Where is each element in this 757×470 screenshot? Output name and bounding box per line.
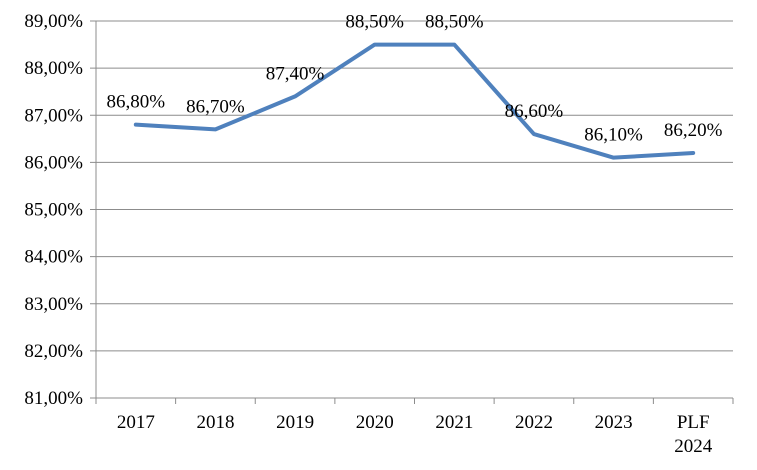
y-tick-label: 86,00%: [24, 152, 83, 173]
x-tick-label: 2017: [117, 412, 155, 433]
y-tick-label: 89,00%: [24, 11, 83, 32]
y-tick-label: 83,00%: [24, 294, 83, 315]
y-tick-label: 88,00%: [24, 58, 83, 79]
y-tick-label: 81,00%: [24, 388, 83, 409]
x-tick-label: 2021: [435, 412, 473, 433]
y-tick-label: 84,00%: [24, 247, 83, 268]
series-line: [133, 42, 696, 160]
data-label: 88,50%: [425, 12, 484, 33]
x-tick-label: 2022: [515, 412, 553, 433]
y-tick-label: 87,00%: [24, 105, 83, 126]
x-tick-label: PLF 2024: [674, 412, 713, 457]
x-tick-label: 2018: [196, 412, 234, 433]
data-label: 88,50%: [345, 12, 404, 33]
data-label: 86,60%: [505, 101, 564, 122]
y-tick-label: 82,00%: [24, 341, 83, 362]
data-label: 87,40%: [266, 63, 325, 84]
x-tick-label: 2023: [595, 412, 633, 433]
x-tick-label: 2020: [356, 412, 394, 433]
data-label: 86,80%: [107, 92, 166, 113]
y-tick-label: 85,00%: [24, 200, 83, 221]
data-label: 86,70%: [186, 96, 245, 117]
data-label: 86,10%: [584, 125, 643, 146]
x-tick-label: 2019: [276, 412, 314, 433]
data-label: 86,20%: [664, 120, 723, 141]
